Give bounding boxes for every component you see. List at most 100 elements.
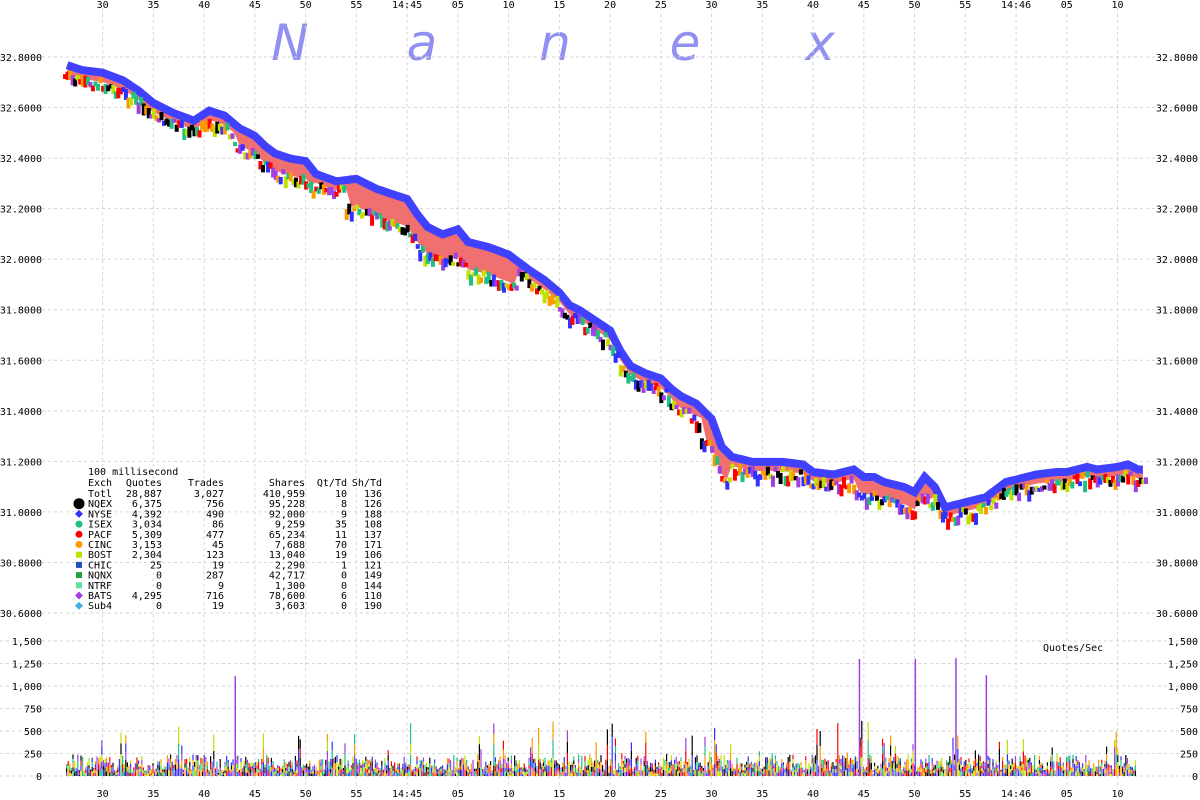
volume-bar <box>229 771 231 774</box>
volume-bar <box>598 768 600 773</box>
volume-bar <box>726 768 728 772</box>
volume-bar <box>365 764 367 769</box>
volume-bar <box>880 767 882 772</box>
volume-bar <box>464 762 466 770</box>
volume-bar <box>1000 772 1002 774</box>
volume-bar <box>714 727 716 740</box>
volume-bar <box>562 767 564 772</box>
volume-y-tick-left: 1,500 <box>12 637 42 648</box>
volume-bar <box>374 767 376 772</box>
volume-bar <box>317 773 319 775</box>
volume-bar <box>890 755 892 766</box>
volume-bar <box>626 762 628 768</box>
volume-bar <box>798 772 800 776</box>
volume-bar <box>734 773 736 776</box>
volume-bar <box>315 773 317 776</box>
volume-bar <box>219 759 221 764</box>
volume-bar <box>944 772 946 775</box>
volume-bar <box>262 761 264 776</box>
price-tick <box>765 466 770 476</box>
volume-bar <box>434 766 436 770</box>
volume-bar <box>603 769 605 771</box>
volume-bar <box>664 765 666 771</box>
volume-bar <box>178 759 180 776</box>
volume-bar <box>309 769 311 773</box>
volume-bar <box>1019 761 1021 767</box>
volume-bar <box>461 763 463 770</box>
volume-bar <box>1035 772 1037 775</box>
legend-cell: ISEX <box>88 520 112 531</box>
legend-marker <box>75 509 83 518</box>
volume-bar <box>531 745 533 754</box>
volume-bar <box>482 769 484 771</box>
volume-bar <box>1013 762 1015 768</box>
legend-cell: BATS <box>88 591 112 602</box>
volume-bar <box>550 767 552 772</box>
volume-bar <box>917 769 919 771</box>
volume-bar <box>1054 774 1056 776</box>
volume-bar <box>514 770 516 776</box>
volume-bar <box>854 756 856 763</box>
y-tick-label-right: 32.6000 <box>1156 104 1198 115</box>
volume-bar <box>882 768 884 776</box>
price-tick <box>590 327 595 336</box>
volume-bar <box>472 759 474 766</box>
volume-bar <box>941 757 943 763</box>
price-tick <box>656 386 661 397</box>
volume-bar <box>661 772 663 776</box>
volume-bar <box>354 765 356 776</box>
volume-bar <box>491 772 493 774</box>
price-tick <box>872 490 877 497</box>
volume-bar <box>741 769 743 773</box>
volume-bar <box>352 763 354 770</box>
volume-bar <box>672 771 674 774</box>
price-tick <box>573 313 578 319</box>
volume-bar <box>1043 770 1045 772</box>
volume-bar <box>904 773 906 776</box>
volume-bar <box>294 755 296 761</box>
volume-bar <box>997 770 999 774</box>
price-tick <box>986 499 991 506</box>
volume-bar <box>432 768 434 773</box>
volume-bar <box>1109 765 1111 768</box>
volume-bar <box>763 766 765 770</box>
volume-bar <box>789 768 791 776</box>
price-tick <box>408 233 413 238</box>
legend-cell: 86 <box>212 520 224 531</box>
volume-bar <box>102 760 104 764</box>
volume-bar <box>693 774 695 776</box>
volume-bar <box>414 766 416 769</box>
volume-bar <box>539 758 541 763</box>
price-tick <box>1019 484 1024 490</box>
volume-bar <box>149 769 151 772</box>
volume-bar <box>342 772 344 774</box>
volume-bar <box>763 769 765 772</box>
volume-bar <box>1074 763 1076 767</box>
volume-bar <box>282 765 284 770</box>
volume-bar <box>190 769 192 772</box>
volume-bar <box>760 774 762 776</box>
volume-bar <box>378 774 380 776</box>
volume-bar <box>509 772 511 775</box>
volume-bar <box>1072 759 1074 764</box>
volume-bar <box>629 765 631 770</box>
price-tick <box>712 454 717 467</box>
price-tick <box>875 495 880 501</box>
volume-bar <box>826 761 828 766</box>
volume-bar <box>896 759 898 764</box>
volume-bar <box>573 760 575 765</box>
volume-bar <box>96 766 98 772</box>
volume-bar <box>357 766 359 770</box>
volume-bar <box>1061 772 1063 776</box>
volume-bar <box>384 758 386 763</box>
volume-bar <box>1096 766 1098 769</box>
volume-bar <box>142 773 144 776</box>
volume-bar <box>747 766 749 772</box>
volume-bar <box>187 771 189 774</box>
volume-bar <box>805 764 807 769</box>
watermark-letter: n <box>539 14 571 72</box>
volume-bar <box>789 754 791 762</box>
price-tick <box>496 280 501 291</box>
volume-bar <box>504 759 506 764</box>
volume-bar <box>658 767 660 771</box>
